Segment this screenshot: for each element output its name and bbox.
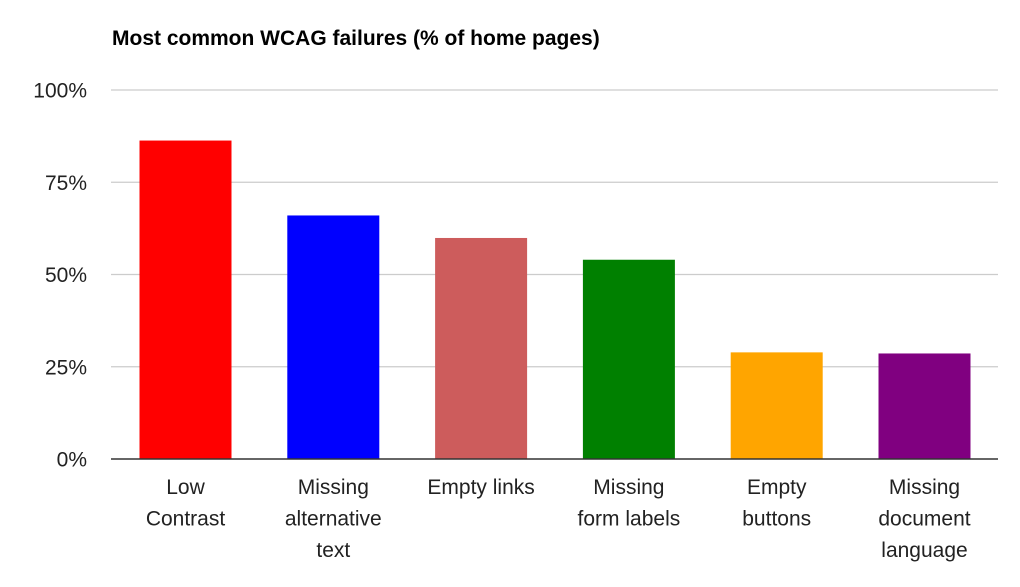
y-tick-label: 0%: [57, 449, 87, 472]
bar: [582, 259, 675, 459]
bar: [435, 237, 528, 459]
bars: [139, 140, 971, 460]
bar: [730, 352, 823, 459]
y-tick-label: 100%: [33, 80, 87, 103]
y-tick-labels: 0% 25% 50% 75% 100%: [33, 80, 87, 472]
bar: [139, 140, 232, 460]
x-tick-label: Missing document language: [878, 476, 970, 562]
x-tick-labels: Low Contrast Missing alternative text Empty l…: [146, 476, 971, 562]
x-tick-label: Missing alternative text: [285, 476, 382, 562]
x-tick-label: Empty buttons: [742, 476, 811, 531]
bar: [878, 353, 971, 459]
x-tick-label: Low Contrast: [146, 476, 226, 531]
y-tick-label: 75%: [45, 172, 87, 195]
y-tick-label: 50%: [45, 264, 87, 287]
bar: [287, 215, 380, 459]
chart-title: Most common WCAG failures (% of home pag…: [112, 27, 600, 50]
gridlines: [111, 89, 998, 368]
y-tick-label: 25%: [45, 356, 87, 379]
x-tick-label: Empty links: [427, 476, 534, 499]
x-tick-label: Missing form labels: [578, 476, 681, 531]
